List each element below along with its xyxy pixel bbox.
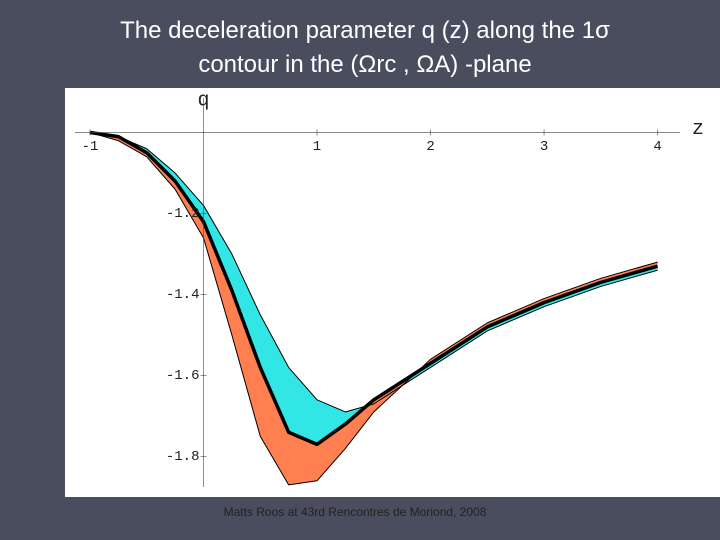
footer: Matts Roos at 43rd Rencontres de Moriond…: [224, 505, 487, 519]
plot-area: [65, 88, 720, 497]
y-tick-label: -1.8: [166, 449, 200, 465]
x-tick-label: 3: [540, 139, 548, 155]
y-axis-label: q: [197, 89, 209, 112]
curve: [89, 132, 658, 413]
x-tick-label: -1: [82, 139, 99, 155]
title-line: The deceleration parameter q (z) along t…: [120, 17, 610, 44]
x-axis-label: z: [692, 118, 704, 141]
x-tick-label: 2: [426, 139, 434, 155]
x-tick-label: 4: [653, 139, 661, 155]
curve: [89, 130, 659, 447]
curve: [89, 132, 658, 486]
y-tick-label: -1.6: [166, 368, 200, 384]
plot: -1 1 2 3 4 -1.2 -1.4 -1.6 -1.8 z q: [75, 89, 704, 487]
title-line: contour in the (Ωrc , ΩA) -plane: [198, 51, 531, 78]
y-tick-label: -1.2: [166, 206, 200, 222]
y-tick-label: -1.4: [166, 287, 200, 303]
x-tick-label: 1: [313, 139, 321, 155]
